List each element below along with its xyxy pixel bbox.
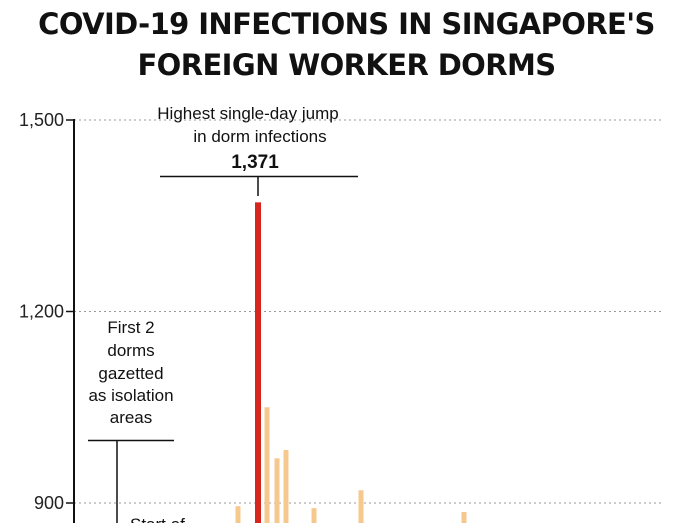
y-axis-ticks: 1,500 1,200 900 [19,110,74,513]
y-tick-label-1200: 1,200 [19,302,64,322]
dorms-annotation-line-5: areas [110,408,153,427]
y-tick-label-900: 900 [34,493,64,513]
bar-2 [264,407,270,523]
dorms-annotation-line-1: First 2 [107,318,154,337]
chart-title-line-1: COVID-19 INFECTIONS IN SINGAPORE'S [38,7,655,41]
bar-0 [235,506,241,523]
y-tick-label-1500: 1,500 [19,110,64,130]
peak-annotation: Highest single-day jump in dorm infectio… [157,104,358,196]
bar-6 [358,490,364,523]
bars [235,202,467,523]
bar-7 [461,511,467,523]
peak-value-label: 1,371 [231,152,279,173]
dorms-annotation-line-2: dorms [107,341,154,360]
start-annotation-text: Start of [130,515,185,523]
chart-title-line-2: FOREIGN WORKER DORMS [137,48,556,82]
peak-annotation-line-1: Highest single-day jump [157,104,338,123]
bar-peak [255,202,261,523]
bar-3 [274,458,280,523]
dorms-annotation-line-4: as isolation [88,386,173,405]
bar-5 [311,508,317,523]
dorms-annotation-line-3: gazetted [98,364,163,383]
bar-4 [283,450,289,523]
peak-annotation-line-2: in dorm infections [193,127,326,146]
dorms-annotation: First 2 dorms gazetted as isolation area… [88,318,174,523]
gridlines [74,119,662,504]
